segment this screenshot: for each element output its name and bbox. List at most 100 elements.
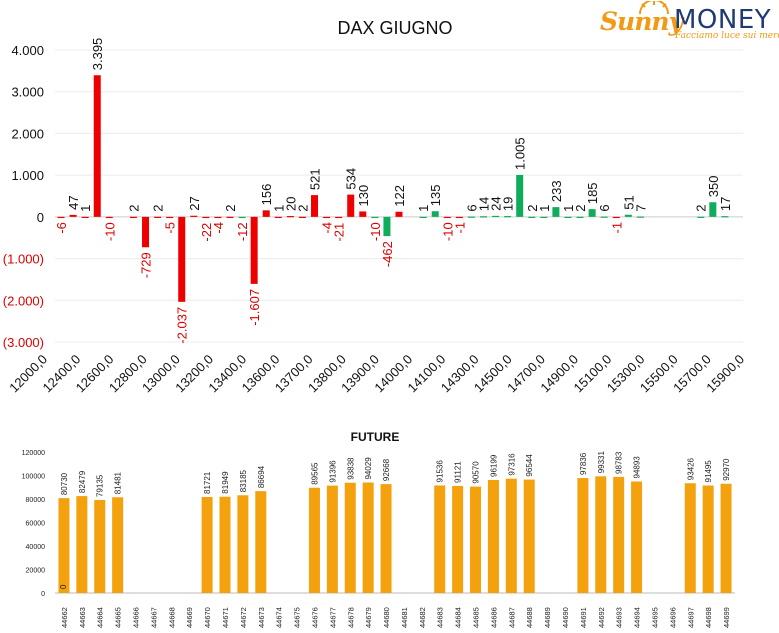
bar [237, 495, 249, 593]
bar [238, 216, 246, 219]
x-tick-label: 44686 [489, 607, 498, 628]
bar [326, 485, 338, 593]
data-label: -5 [163, 222, 178, 234]
bar [166, 216, 174, 219]
bar [613, 476, 625, 593]
bar [576, 216, 584, 218]
x-tick-label: 44682 [418, 607, 427, 628]
bar [81, 216, 89, 219]
data-label: 81721 [203, 471, 212, 494]
data-label: 233 [549, 180, 564, 202]
data-label: 90570 [472, 461, 481, 484]
data-label: 534 [344, 168, 359, 190]
x-tick-label: 44688 [525, 607, 534, 628]
chart-title: DAX GIUGNO [337, 18, 453, 38]
x-tick-label: 44678 [346, 607, 355, 628]
bar [431, 211, 439, 217]
data-label: 94893 [633, 456, 642, 479]
bar [702, 485, 714, 593]
y-tick-label: (1.000) [3, 252, 44, 267]
data-label: 2 [151, 205, 166, 212]
y-tick-label: (2.000) [3, 293, 44, 308]
bar [600, 216, 608, 218]
x-tick-label: 44668 [167, 607, 176, 628]
x-tick-label: 44693 [615, 607, 624, 628]
bar [335, 216, 343, 219]
x-tick-label: 44689 [543, 607, 552, 628]
data-label: 1.005 [513, 137, 528, 170]
data-label: 24 [489, 196, 504, 210]
bar [516, 174, 524, 217]
data-label: 1 [416, 205, 431, 212]
x-tick-label: 44680 [382, 607, 391, 628]
data-label: -10 [368, 222, 383, 241]
bar [308, 487, 320, 593]
bar [214, 216, 222, 219]
x-tick-label: 44669 [185, 607, 194, 628]
data-label: 185 [585, 182, 600, 204]
data-label: 156 [259, 184, 274, 206]
bar [298, 216, 306, 218]
x-tick-label: 44673 [257, 607, 266, 628]
bar [311, 195, 319, 217]
bar [255, 491, 267, 593]
bar [528, 216, 536, 218]
data-label: 521 [308, 168, 323, 190]
data-label: 96199 [489, 454, 498, 477]
data-label: 2 [295, 205, 310, 212]
x-tick-label: 44679 [364, 607, 373, 628]
bar [380, 484, 392, 593]
bar [69, 214, 77, 217]
bar [154, 216, 162, 218]
data-label: 92970 [722, 458, 731, 481]
bar [344, 482, 356, 593]
data-label: 93838 [346, 457, 355, 480]
bar [540, 216, 548, 219]
data-label: -1 [609, 222, 624, 234]
x-tick-label: 44698 [704, 607, 713, 628]
x-tick-label: 44684 [454, 607, 463, 628]
data-label: 79135 [96, 474, 105, 497]
data-label: 97836 [579, 452, 588, 475]
data-label: 99331 [597, 450, 606, 473]
data-label: 80730 [60, 472, 69, 495]
data-label: 2 [525, 205, 540, 212]
y-tick-label: 20000 [26, 568, 46, 575]
data-label: 20 [283, 197, 298, 211]
bar [505, 478, 517, 593]
bar [523, 479, 535, 593]
bar [129, 216, 137, 218]
bar [323, 216, 331, 219]
bar [479, 216, 487, 218]
data-label: 1 [537, 205, 552, 212]
dax-giugno-chart: (3.000) (2.000) (1.000) 0 1.000 2.000 3.000 4.0… [3, 38, 747, 396]
bar [202, 216, 210, 219]
x-tick-label: 44677 [328, 607, 337, 628]
bar [564, 216, 572, 219]
data-label: 91396 [328, 460, 337, 483]
bar [636, 216, 644, 218]
data-label: 1 [78, 205, 93, 212]
sunny-money-logo: Sunny MONEY Facciamo luce sui mercati [598, 1, 779, 43]
bar [371, 216, 379, 219]
bar [359, 211, 367, 217]
data-label: 98783 [615, 451, 624, 474]
y-tick-label: 60000 [26, 521, 46, 528]
data-label: 2 [223, 205, 238, 212]
data-label: 1 [271, 205, 286, 212]
bar [142, 216, 150, 248]
x-tick-label: 44681 [400, 607, 409, 628]
y-tick-label: (3.000) [3, 335, 44, 350]
data-label: 91121 [454, 461, 463, 483]
data-label: 89565 [310, 462, 319, 485]
bar [552, 207, 560, 217]
x-tick-label: 44662 [60, 607, 69, 628]
bar [467, 216, 475, 218]
y-tick-label: 100000 [22, 474, 45, 481]
x-tick-label: 44666 [132, 607, 141, 628]
bar [250, 216, 258, 284]
data-label: 86694 [257, 465, 266, 488]
data-label: 92668 [382, 458, 391, 481]
x-tick-label: 44663 [78, 607, 87, 628]
data-label: 6 [464, 204, 479, 211]
